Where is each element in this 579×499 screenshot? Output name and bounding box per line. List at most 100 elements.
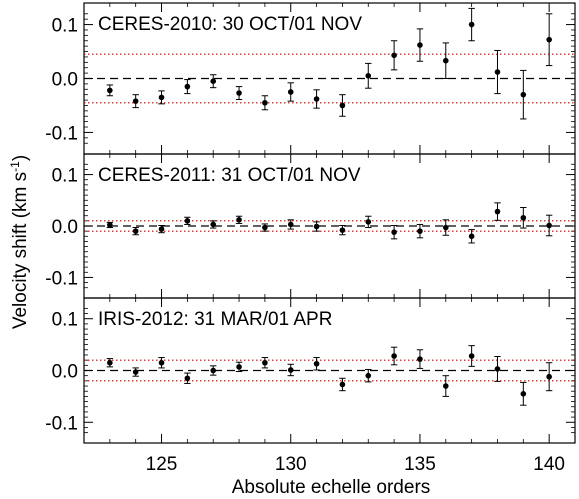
data-point-group bbox=[416, 349, 424, 369]
data-point bbox=[210, 78, 217, 84]
data-point-group bbox=[261, 357, 269, 369]
data-point bbox=[132, 98, 139, 104]
x-tick-label: 130 bbox=[275, 454, 307, 475]
data-point-group bbox=[184, 372, 191, 384]
data-point bbox=[262, 99, 268, 106]
data-point-group bbox=[416, 223, 424, 239]
panel-title: IRIS-2012: 31 MAR/01 APR bbox=[98, 309, 332, 330]
x-tick-label: 140 bbox=[533, 454, 565, 475]
y-axis-label-main: Velocity shift (km s bbox=[10, 172, 31, 329]
data-point bbox=[417, 228, 423, 234]
data-point-group bbox=[365, 368, 372, 383]
data-point-group bbox=[210, 74, 217, 89]
data-point bbox=[158, 359, 165, 366]
panel-title: CERES-2011: 31 OCT/01 NOV bbox=[98, 165, 361, 186]
data-point bbox=[313, 223, 320, 230]
data-point-group bbox=[442, 219, 449, 236]
data-point-group bbox=[313, 221, 320, 232]
data-point bbox=[391, 229, 397, 235]
data-point-group bbox=[545, 13, 553, 67]
data-point-group bbox=[184, 216, 191, 225]
data-point bbox=[210, 221, 217, 228]
data-point-group bbox=[390, 40, 398, 71]
y-tick-label: 0.1 bbox=[52, 16, 78, 37]
y-tick-label: 0.0 bbox=[52, 217, 78, 238]
data-point bbox=[468, 21, 475, 28]
y-axis-label-group: Velocity shift (km s-1) bbox=[8, 155, 31, 329]
data-point bbox=[313, 360, 320, 367]
data-point-group bbox=[106, 358, 114, 368]
data-point bbox=[287, 367, 294, 373]
y-tick-label: 0.1 bbox=[52, 310, 78, 331]
data-point bbox=[210, 367, 217, 374]
data-point bbox=[158, 226, 165, 232]
data-point-group bbox=[416, 28, 424, 62]
data-point-group bbox=[520, 206, 527, 229]
data-point bbox=[546, 373, 552, 380]
data-point-group bbox=[158, 90, 165, 105]
data-point-group bbox=[287, 219, 294, 230]
x-axis-label: Absolute echelle orders bbox=[232, 477, 431, 498]
data-point bbox=[132, 369, 139, 375]
data-point-group bbox=[287, 82, 294, 102]
data-point bbox=[468, 353, 475, 359]
data-point bbox=[262, 224, 268, 231]
data-point-group bbox=[106, 84, 114, 97]
y-tick-label: -0.1 bbox=[45, 123, 78, 144]
data-point-group bbox=[494, 356, 501, 382]
data-point bbox=[236, 364, 242, 370]
data-point bbox=[391, 353, 397, 359]
data-point-group bbox=[365, 215, 372, 229]
data-point-group bbox=[494, 202, 501, 221]
data-point bbox=[365, 372, 372, 379]
data-point bbox=[184, 218, 191, 224]
panel-3: 0.1 0.0 -0.1 IRIS-2012: 31 MAR/01 APR bbox=[45, 297, 576, 444]
data-point bbox=[546, 36, 552, 43]
data-point bbox=[494, 69, 501, 75]
data-point-group bbox=[106, 221, 114, 229]
data-point bbox=[391, 52, 397, 59]
data-point-group bbox=[132, 367, 139, 377]
data-point bbox=[546, 222, 552, 229]
data-point-group bbox=[313, 357, 320, 371]
data-point-group bbox=[494, 49, 501, 95]
data-point-group bbox=[261, 223, 269, 232]
data-point-group bbox=[339, 377, 346, 392]
data-point-group bbox=[158, 357, 165, 369]
data-point bbox=[442, 57, 449, 64]
data-point bbox=[262, 359, 268, 366]
data-point bbox=[494, 366, 501, 372]
data-point-group bbox=[313, 89, 320, 109]
data-point-group bbox=[184, 79, 191, 95]
x-tick-label: 125 bbox=[146, 454, 178, 475]
data-point-group bbox=[545, 214, 553, 237]
data-point bbox=[107, 87, 113, 94]
data-point-group bbox=[468, 229, 475, 244]
data-point bbox=[494, 208, 501, 215]
data-point bbox=[184, 83, 191, 90]
data-point bbox=[158, 94, 165, 101]
data-point bbox=[184, 375, 191, 382]
data-point-group bbox=[442, 42, 449, 79]
data-point bbox=[339, 102, 346, 109]
panel-title: CERES-2010: 30 OCT/01 NOV bbox=[98, 14, 362, 35]
data-point bbox=[236, 90, 242, 96]
data-point-group bbox=[210, 365, 217, 376]
x-tick-label: 135 bbox=[404, 454, 436, 475]
data-point-group bbox=[339, 94, 346, 117]
data-point bbox=[107, 222, 113, 228]
y-tick-label: -0.1 bbox=[45, 413, 78, 434]
y-tick-label: 0.0 bbox=[52, 70, 78, 91]
data-point bbox=[365, 73, 372, 79]
panel-2: 0.1 0.0 -0.1 CERES-2011: 31 OCT/01 NOV bbox=[45, 153, 576, 299]
data-point bbox=[339, 381, 346, 388]
y-axis-label-exponent: -1 bbox=[8, 161, 22, 172]
data-point-group bbox=[520, 69, 527, 120]
data-point bbox=[520, 214, 527, 221]
data-point bbox=[107, 359, 113, 366]
data-point-group bbox=[132, 94, 139, 109]
data-point-group bbox=[158, 224, 165, 234]
data-point bbox=[442, 224, 449, 231]
